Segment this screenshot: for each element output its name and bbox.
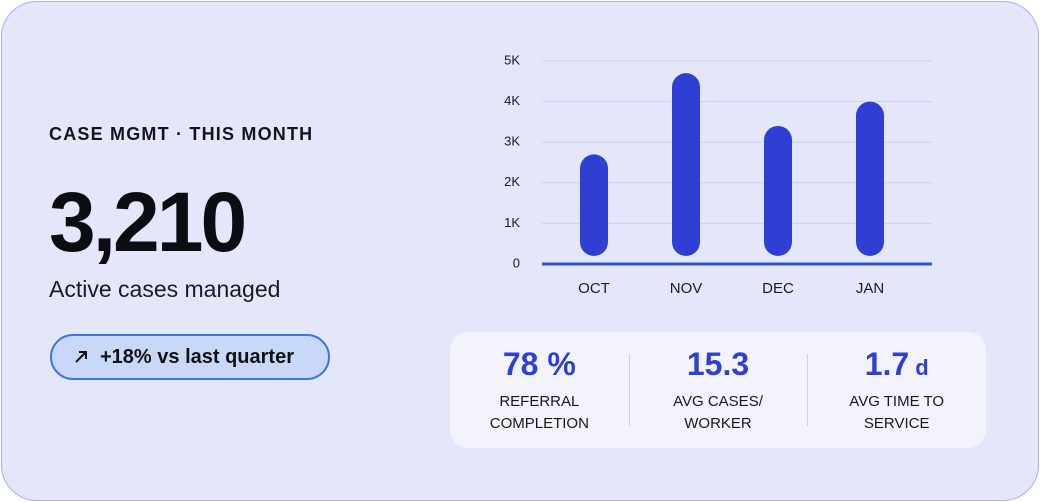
x-tick-label: NOV	[670, 280, 703, 297]
y-tick-label: 2K	[504, 174, 520, 189]
trend-badge: +18% vs last quarter	[50, 334, 330, 380]
stat-label: AVG CASES/ WORKER	[673, 393, 763, 432]
arrow-icon	[75, 351, 87, 363]
x-tick-label: OCT	[578, 280, 610, 297]
stat-value: 15.3	[686, 346, 750, 382]
stat-label: REFERRAL COMPLETION	[489, 393, 589, 432]
stats-panel: 78 % REFERRAL COMPLETION 15.3 AVG CASES/…	[450, 332, 986, 448]
stat: 1.7 d AVG TIME TO SERVICE	[807, 332, 986, 448]
bar	[764, 125, 792, 257]
badge-text: +18% vs last quarter	[100, 345, 294, 368]
stat: 15.3 AVG CASES/ WORKER	[628, 332, 808, 448]
bar	[856, 101, 884, 256]
stat-unit: d	[915, 355, 929, 380]
stat-value: 78 %	[502, 346, 576, 382]
stat: 78 % REFERRAL COMPLETION	[450, 332, 629, 448]
stat-value-group: 1.7 d	[807, 346, 986, 383]
stat-label: AVG TIME TO SERVICE	[849, 393, 945, 432]
y-tick-label: 4K	[504, 93, 520, 108]
y-tick-label: 5K	[504, 52, 520, 67]
bar-chart: 0 1K 2K 3K 4K 5K OCT NOV DEC JAN	[504, 52, 932, 297]
card-title: CASE MGMT · THIS MONTH	[49, 124, 314, 144]
y-tick-label: 3K	[504, 134, 520, 149]
stat-value: 1.7	[864, 346, 910, 382]
x-tick-label: DEC	[762, 280, 794, 297]
kpi-value: 3,210	[49, 175, 247, 269]
kpi-label: Active cases managed	[49, 276, 281, 302]
x-tick-label: JAN	[856, 280, 884, 297]
bar	[580, 154, 608, 256]
y-tick-label: 1K	[504, 215, 520, 230]
bar	[672, 73, 700, 257]
y-tick-label: 0	[513, 255, 520, 270]
